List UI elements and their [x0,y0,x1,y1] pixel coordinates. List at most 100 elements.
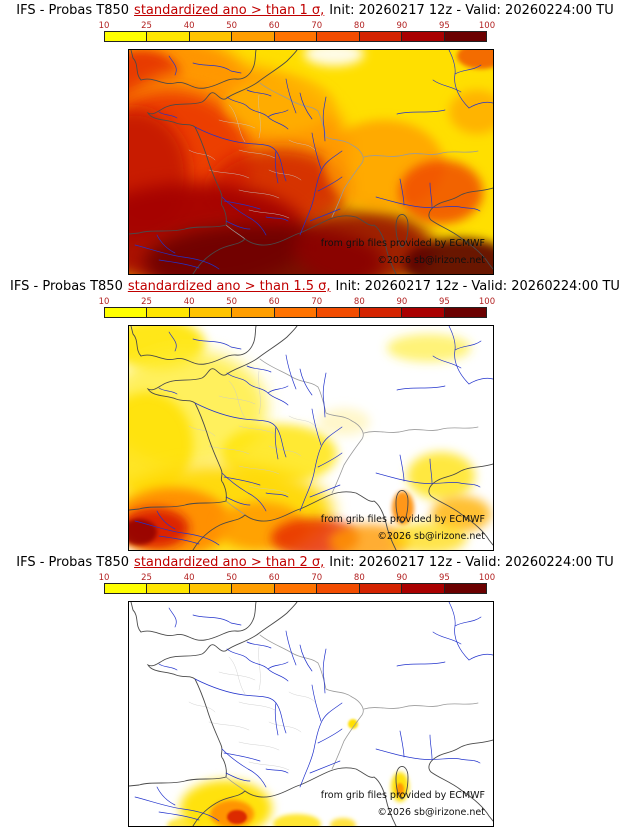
probability-blob [407,452,475,500]
colorbar-tick-label: 60 [268,21,280,31]
colorbar-segment [232,32,275,41]
coastlines [129,326,493,550]
probability-blob [224,77,334,133]
colorbar-segment [147,308,190,317]
colorbar-tick-label: 40 [183,297,195,307]
colorbar: 10 25 40 50 60 70 80 90 95 100 [99,572,496,594]
colorbar-tick-label: 10 [98,21,110,31]
colorbar-segment [317,308,360,317]
probability-map-sigma-2: from grib files provided by ECMWF ©2026 … [128,601,494,827]
probability-blob [391,522,467,550]
probability-map-sigma-1: from grib files provided by ECMWF ©2026 … [128,49,494,275]
credit-ecmwf: from grib files provided by ECMWF [320,790,485,801]
colorbar-segment [189,584,233,593]
colorbar-segment [402,584,445,593]
colorbar-tick-label: 40 [183,573,195,583]
colorbar-tick-label: 70 [311,297,323,307]
colorbar-segment [317,32,360,41]
colorbar-tick-label: 40 [183,21,195,31]
colorbar-segment [189,308,233,317]
colorbar-tick-label: 80 [353,297,365,307]
country-borders [225,358,479,516]
probability-blob [399,160,483,224]
probability-blob [294,210,434,274]
colorbar-segment [274,308,318,317]
colorbar-tick-label: 25 [141,21,152,31]
colorbar-tick-label: 95 [439,573,450,583]
colorbar-scale [104,31,487,42]
colorbar-segment [359,32,403,41]
probability-blob [449,90,493,134]
colorbar-tick-label: 90 [396,573,408,583]
probability-map-sigma-1-5: from grib files provided by ECMWF ©2026 … [128,325,494,551]
colorbar-tick-label: 80 [353,21,365,31]
panel-sigma-1-5: IFS - Probas T850 standardized ano > than… [0,276,630,552]
colorbar-tick-label: 50 [226,297,238,307]
credit-ecmwf: from grib files provided by ECMWF [320,238,485,249]
colorbar-segment [147,584,190,593]
colorbar-segment [105,32,148,41]
panel-title: IFS - Probas T850 standardized ano > than… [0,276,630,295]
colorbar-segment [402,308,445,317]
colorbar-tick-label: 80 [353,573,365,583]
title-prefix: IFS - Probas T850 [16,555,130,570]
department-lines [188,94,316,219]
country-borders [225,634,479,792]
colorbar-tick-label: 50 [226,573,238,583]
rivers [134,602,493,822]
colorbar-tick-label: 50 [226,21,238,31]
colorbar-tick-label: 10 [98,573,110,583]
colorbar-tick-label: 100 [478,573,496,583]
field-base [129,602,493,826]
panel-title: IFS - Probas T850 standardized ano > than… [0,552,630,571]
colorbar-tick-label: 25 [141,297,152,307]
probability-blob [330,818,356,826]
coastlines [129,50,493,274]
colorbar-segment [232,308,275,317]
panel-sigma-1: IFS - Probas T850 standardized ano > than… [0,0,630,276]
rivers [134,50,493,270]
credit-copyright: ©2026 sb@irizone.net [377,531,485,542]
colorbar-segment [189,32,233,41]
map-svg-sigma-1 [129,50,493,274]
colorbar-segment [274,32,318,41]
colorbar: 10 25 40 50 60 70 80 90 95 100 [99,296,496,318]
title-prefix: IFS - Probas T850 [10,279,123,294]
probability-blob [457,50,493,69]
credit-ecmwf: from grib files provided by ECMWF [320,514,485,525]
panel-title: IFS - Probas T850 standardized ano > than… [0,0,630,19]
probability-field-blobs [129,326,491,550]
colorbar-tick-label: 10 [98,297,110,307]
title-threshold: standardized ano > than 2 σ, [134,555,325,570]
colorbar-tick-label: 60 [268,573,280,583]
colorbar-tick-label: 95 [439,21,450,31]
colorbar-tick-label: 25 [141,573,152,583]
probability-blob [273,814,321,826]
title-threshold: standardized ano > than 1.5 σ, [127,279,331,294]
colorbar-segment [402,32,445,41]
colorbar-tick-labels: 10 25 40 50 60 70 80 90 95 100 [99,296,496,307]
department-lines [188,370,316,495]
credit-copyright: ©2026 sb@irizone.net [377,255,485,266]
probability-field-blobs [167,719,409,826]
colorbar-segment [232,584,275,593]
panel-sigma-2: IFS - Probas T850 standardized ano > than… [0,552,630,828]
title-threshold: standardized ano > than 1 σ, [134,3,325,18]
title-validity: Init: 20260217 12z - Valid: 20260224:00 … [329,3,614,18]
title-validity: Init: 20260217 12z - Valid: 20260224:00 … [335,279,620,294]
colorbar-tick-labels: 10 25 40 50 60 70 80 90 95 100 [99,572,496,583]
colorbar-segment [359,584,403,593]
probability-blob [404,238,493,274]
colorbar-tick-label: 90 [396,21,408,31]
credit-copyright: ©2026 sb@irizone.net [377,807,485,818]
probability-blob [387,334,471,362]
probability-blob [227,810,247,824]
probability-blob [329,524,409,550]
department-lines [188,646,316,771]
map-svg-sigma-2 [129,602,493,826]
colorbar-tick-label: 70 [311,573,323,583]
probability-field-blobs [129,50,493,274]
colorbar-segment [105,308,148,317]
title-validity: Init: 20260217 12z - Valid: 20260224:00 … [329,555,614,570]
colorbar-segment [444,32,486,41]
